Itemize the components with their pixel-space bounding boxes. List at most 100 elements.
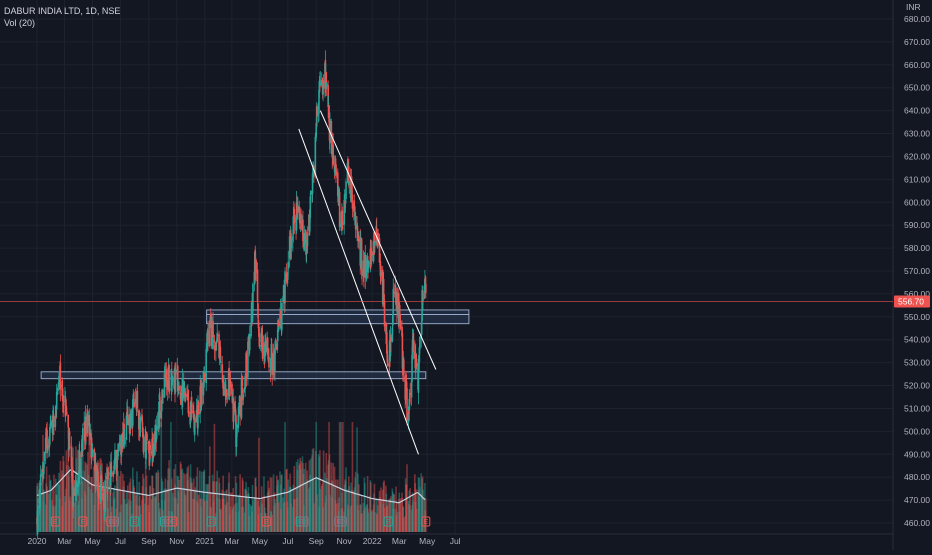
volume-bar xyxy=(414,483,417,532)
candle-body xyxy=(114,450,116,464)
candle-body xyxy=(325,72,328,89)
volume-bar xyxy=(88,422,91,532)
y-tick-label: 670.00 xyxy=(904,37,930,47)
volume-bar xyxy=(388,500,391,532)
volume-bar xyxy=(107,477,110,532)
candle-body xyxy=(45,427,48,431)
volume-bar xyxy=(415,508,418,532)
volume-bar xyxy=(183,488,185,532)
volume-bar xyxy=(52,505,54,532)
candle-body xyxy=(40,474,42,476)
candle-body xyxy=(212,320,214,337)
symbol-title[interactable]: DABUR INDIA LTD, 1D, NSE xyxy=(4,6,121,16)
x-tick-label: May xyxy=(252,536,269,546)
candle-body xyxy=(120,434,123,457)
candle-body xyxy=(312,167,314,176)
candle-body xyxy=(264,345,266,362)
candle-body xyxy=(390,337,392,342)
candle-body xyxy=(356,225,359,239)
volume-bar xyxy=(161,500,163,532)
volume-bar xyxy=(385,485,387,532)
volume-bar xyxy=(231,492,233,532)
candle-body xyxy=(407,412,410,423)
volume-bar xyxy=(341,492,343,532)
candle-body xyxy=(340,222,342,228)
volume-bar xyxy=(43,489,45,532)
candle-body xyxy=(80,450,83,458)
volume-bar xyxy=(349,506,352,532)
volume-bar xyxy=(73,502,76,532)
volume-bar xyxy=(189,477,191,532)
volume-bar xyxy=(182,472,185,532)
candle-body xyxy=(70,447,73,468)
event-markers: E E ED E E D E E E ED ED E E xyxy=(50,516,431,527)
candle-body xyxy=(219,346,222,360)
volume-bar xyxy=(359,504,362,532)
y-tick-label: 600.00 xyxy=(904,197,930,207)
volume-bar xyxy=(225,505,228,532)
volume-bar xyxy=(356,427,358,532)
candle-body xyxy=(408,398,411,411)
volume-bar xyxy=(266,492,269,532)
candle-body xyxy=(93,449,96,462)
volume-bar xyxy=(366,475,369,532)
candle-body xyxy=(182,381,185,398)
volume-bar xyxy=(350,505,353,532)
candle-body xyxy=(315,122,318,138)
candle-body xyxy=(401,327,403,337)
candle-body xyxy=(179,392,182,400)
volume-bar xyxy=(220,508,222,532)
volume-bar xyxy=(80,470,83,532)
candle-body xyxy=(312,165,315,170)
volume-bar xyxy=(170,510,173,532)
volume-bar xyxy=(283,488,285,532)
volume-bar xyxy=(309,487,311,532)
candle-body xyxy=(389,335,392,357)
volume-bar xyxy=(398,492,401,532)
volume-bar xyxy=(277,502,280,532)
candle-body xyxy=(279,314,281,329)
candle-body xyxy=(332,144,334,165)
candle-body xyxy=(91,449,94,457)
volume-bar xyxy=(155,472,158,532)
volume-bar xyxy=(209,493,212,532)
event-marker-label: E xyxy=(132,519,137,526)
volume-bar xyxy=(319,450,321,532)
volume-bar xyxy=(125,491,128,532)
candle-body xyxy=(154,431,156,456)
volume-bar xyxy=(119,512,122,532)
candle-body xyxy=(166,380,169,391)
volume-bar xyxy=(421,478,423,532)
volume-bar xyxy=(42,501,45,532)
volume-bar xyxy=(231,510,234,532)
volume-bar xyxy=(170,422,172,532)
volume-bar xyxy=(80,474,82,532)
volume-bar xyxy=(55,495,58,532)
candle-body xyxy=(257,320,260,329)
volume-bar xyxy=(257,514,260,532)
volume-bar xyxy=(65,488,67,532)
candle-body xyxy=(351,194,354,209)
volume-bar xyxy=(275,475,278,532)
volume-bar xyxy=(245,481,247,532)
volume-indicator-label[interactable]: Vol (20) xyxy=(4,18,36,28)
volume-bar xyxy=(87,474,90,532)
candle-body xyxy=(88,415,91,437)
volume-bar xyxy=(122,486,125,532)
candle-body xyxy=(67,414,69,428)
candle-body xyxy=(252,283,254,312)
x-tick-label: Nov xyxy=(169,536,185,546)
volume-bar xyxy=(190,478,193,532)
volume-bar xyxy=(141,500,143,532)
candle-body xyxy=(404,381,407,400)
volume-bar xyxy=(164,478,167,532)
volume-bar xyxy=(305,481,308,532)
volume-bar xyxy=(106,483,109,532)
volume-bar xyxy=(256,499,259,532)
volume-bar xyxy=(85,463,87,532)
volume-bar xyxy=(280,509,282,532)
volume-bar xyxy=(143,478,145,532)
volume-bar xyxy=(415,489,417,532)
